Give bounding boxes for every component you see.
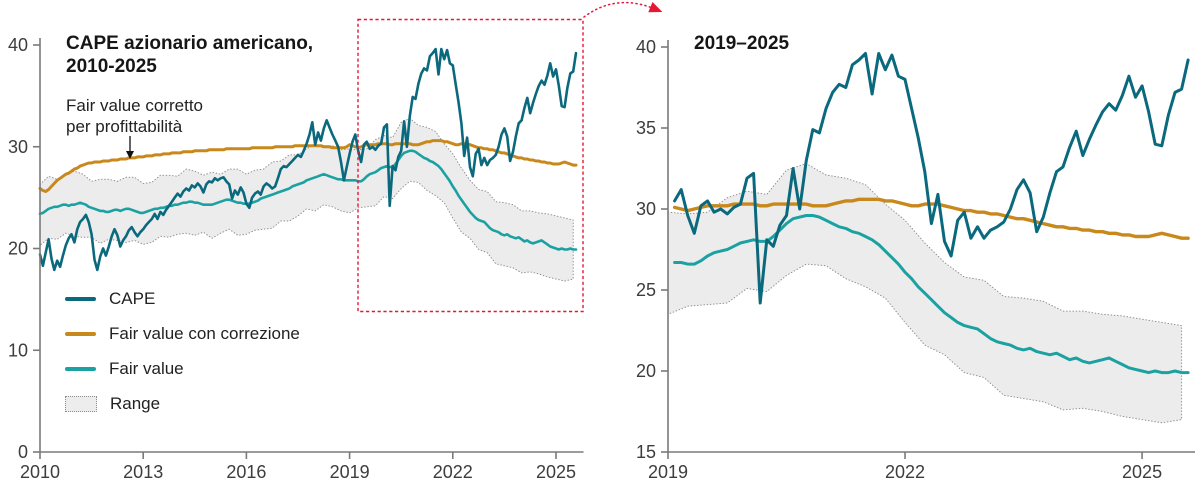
left-series-cape [38, 47, 578, 272]
left-x-tick-label: 2016 [226, 462, 266, 482]
left-y-tick-label: 0 [18, 442, 28, 462]
legend-label-cape: CAPE [109, 288, 156, 308]
legend-label-range: Range [110, 393, 161, 413]
left-x-tick-label: 2019 [330, 462, 370, 482]
zoom-arrow-head-icon [648, 2, 663, 13]
right-y-tick-label: 40 [636, 37, 656, 57]
right-x-tick-label: 2022 [885, 462, 925, 482]
range-band-swatch-icon [65, 395, 97, 412]
right-series-cape [673, 52, 1190, 305]
left-chart-title: CAPE azionario americano, 2010-2025 [66, 32, 313, 78]
left-x-tick-label: 2013 [123, 462, 163, 482]
left-x-tick-label: 2025 [536, 462, 576, 482]
annotation-line2: per profittabilità [66, 117, 183, 136]
left-y-tick-label: 40 [8, 35, 28, 55]
left-series-fair-value-con-correzione [38, 139, 578, 193]
legend-item-fair-value: Fair value [65, 351, 300, 386]
fair-value-line-swatch-icon [65, 366, 96, 371]
legend-label-fair-value: Fair value [109, 358, 184, 378]
right-y-tick-label: 15 [636, 442, 656, 462]
annotation-line1: Fair value corretto [66, 96, 203, 115]
left-chart-plot: 0 10 20 30 40 2010 2013 2016 2019 2022 2025 [8, 35, 584, 482]
annotation-arrow-head-icon [126, 151, 134, 159]
left-x-tick-label: 2022 [433, 462, 473, 482]
left-range-band [39, 117, 574, 282]
fair-value-annotation: Fair value corretto per profittabilità [66, 95, 203, 137]
right-series-fair-value [673, 214, 1190, 375]
legend: CAPE Fair value con correzione Fair valu… [65, 281, 300, 421]
zoom-arrow-curve [583, 1, 656, 18]
left-x-tick-label: 2010 [20, 462, 60, 482]
left-series-fair-value [38, 149, 578, 251]
right-x-tick-label: 2019 [648, 462, 688, 482]
right-x-tick-label: 2025 [1122, 462, 1162, 482]
left-chart-title-line2: 2010-2025 [66, 56, 157, 77]
right-chart-title: 2019–2025 [694, 33, 790, 54]
left-y-tick-label: 10 [8, 340, 28, 360]
right-series-fair-value-con-correzione [672, 197, 1190, 240]
right-y-tick-label: 30 [636, 199, 656, 219]
legend-item-cape: CAPE [65, 281, 300, 316]
legend-label-fair-value-corrected: Fair value con correzione [109, 323, 300, 343]
right-y-tick-label: 35 [636, 118, 656, 138]
left-chart-title-line1: CAPE azionario americano, [66, 33, 314, 54]
left-y-tick-label: 30 [8, 137, 28, 157]
legend-item-range: Range [65, 386, 300, 421]
fair-value-corrected-line-swatch-icon [65, 331, 96, 336]
left-y-tick-label: 20 [8, 239, 28, 259]
chart-overlays [126, 1, 663, 313]
right-y-tick-label: 25 [636, 280, 656, 300]
zoom-region-box [357, 18, 584, 313]
cape-line-swatch-icon [65, 296, 96, 301]
legend-item-fair-value-corrected: Fair value con correzione [65, 316, 300, 351]
right-y-tick-label: 20 [636, 361, 656, 381]
